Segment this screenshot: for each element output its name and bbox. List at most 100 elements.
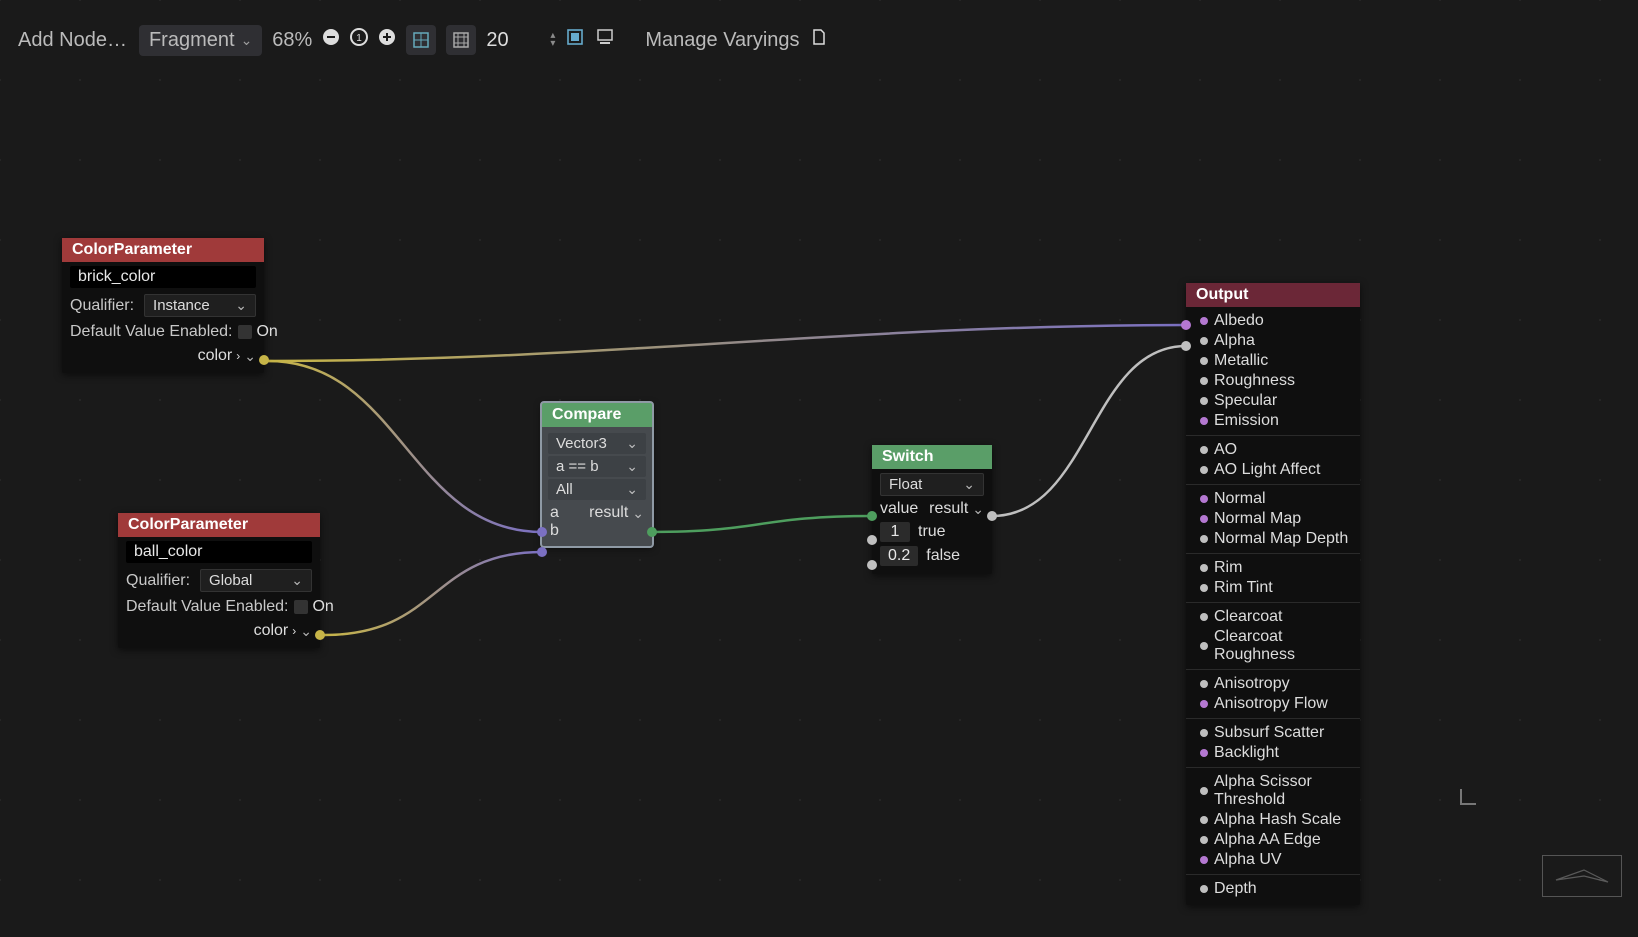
output-port-clearcoat-roughness[interactable]: Clearcoat Roughness bbox=[1200, 627, 1350, 665]
node-title[interactable]: ColorParameter bbox=[62, 238, 264, 262]
switch-type-select[interactable]: Float⌄ bbox=[880, 473, 984, 496]
output-port-normal-map-depth[interactable]: Normal Map Depth bbox=[1200, 529, 1350, 549]
port-a-in[interactable] bbox=[537, 527, 547, 537]
port-color-out[interactable] bbox=[315, 630, 325, 640]
port-dot-icon[interactable] bbox=[1200, 417, 1208, 425]
zoom-reset-icon[interactable]: 1 bbox=[350, 28, 368, 52]
port-dot-icon[interactable] bbox=[1200, 680, 1208, 688]
output-port-backlight[interactable]: Backlight bbox=[1200, 743, 1350, 763]
port-dot-icon[interactable] bbox=[1200, 397, 1208, 405]
output-port-normal[interactable]: Normal bbox=[1200, 489, 1350, 509]
compare-type-select[interactable]: Vector3⌄ bbox=[548, 433, 646, 454]
output-port-albedo[interactable]: Albedo bbox=[1200, 311, 1350, 331]
minimap-widget[interactable] bbox=[1542, 855, 1622, 897]
node-output[interactable]: Output AlbedoAlphaMetallicRoughnessSpecu… bbox=[1186, 283, 1360, 905]
node-compare[interactable]: Compare Vector3⌄ a == b⌄ All⌄ a result ⌄ bbox=[542, 403, 652, 546]
port-dot-icon[interactable] bbox=[1200, 584, 1208, 592]
snap-value-field[interactable] bbox=[486, 29, 546, 52]
output-port-anisotropy-flow[interactable]: Anisotropy Flow bbox=[1200, 694, 1350, 714]
output-port-specular[interactable]: Specular bbox=[1200, 391, 1350, 411]
output-port-normal-map[interactable]: Normal Map bbox=[1200, 509, 1350, 529]
snap-value-input[interactable]: ▴▾ bbox=[486, 29, 555, 52]
output-port-ao[interactable]: AO bbox=[1200, 440, 1350, 460]
output-port-alpha-scissor-threshold[interactable]: Alpha Scissor Threshold bbox=[1200, 772, 1350, 810]
port-dot-icon[interactable] bbox=[1200, 495, 1208, 503]
port-dot-icon[interactable] bbox=[1200, 729, 1208, 737]
true-value-field[interactable]: 1 bbox=[880, 522, 910, 542]
output-port-anisotropy[interactable]: Anisotropy bbox=[1200, 674, 1350, 694]
compare-cond-select[interactable]: All⌄ bbox=[548, 479, 646, 500]
port-dot-icon[interactable] bbox=[1200, 749, 1208, 757]
manage-varyings-button[interactable]: Manage Varyings bbox=[645, 29, 799, 52]
stepper-arrows-icon[interactable]: ▴▾ bbox=[550, 32, 555, 48]
port-b-in[interactable] bbox=[537, 547, 547, 557]
port-result-out[interactable] bbox=[987, 511, 997, 521]
port-dot-icon[interactable] bbox=[1200, 317, 1208, 325]
port-result-out[interactable] bbox=[647, 527, 657, 537]
param-name-field[interactable]: brick_color bbox=[70, 266, 256, 288]
output-port-ao-light-affect[interactable]: AO Light Affect bbox=[1200, 460, 1350, 480]
node-title[interactable]: ColorParameter bbox=[118, 513, 320, 537]
port-dot-icon[interactable] bbox=[1200, 856, 1208, 864]
port-dot-icon[interactable] bbox=[1200, 613, 1208, 621]
port-expand-icon[interactable]: ⌄ bbox=[244, 348, 256, 365]
port-dot-icon[interactable] bbox=[1200, 535, 1208, 543]
grid-snap-options[interactable] bbox=[446, 25, 476, 55]
port-dot-icon[interactable] bbox=[1200, 466, 1208, 474]
port-dot-icon[interactable] bbox=[1200, 377, 1208, 385]
node-title[interactable]: Compare bbox=[542, 403, 652, 427]
port-alpha-in[interactable] bbox=[1181, 341, 1191, 351]
zoom-out-icon[interactable] bbox=[322, 28, 340, 52]
add-node-button[interactable]: Add Node… bbox=[16, 29, 129, 52]
shader-stage-select[interactable]: Fragment ⌄ bbox=[139, 25, 262, 56]
zoom-in-icon[interactable] bbox=[378, 28, 396, 52]
file-icon[interactable] bbox=[810, 28, 828, 52]
node-title[interactable]: Switch bbox=[872, 445, 992, 469]
qualifier-select[interactable]: Global⌄ bbox=[200, 569, 312, 592]
param-name-field[interactable]: ball_color bbox=[126, 541, 312, 563]
default-enabled-checkbox[interactable] bbox=[294, 600, 308, 614]
port-dot-icon[interactable] bbox=[1200, 836, 1208, 844]
output-port-alpha-hash-scale[interactable]: Alpha Hash Scale bbox=[1200, 810, 1350, 830]
node-colorparameter-1[interactable]: ColorParameter brick_color Qualifier: In… bbox=[62, 238, 264, 373]
graph-canvas[interactable]: ColorParameter brick_color Qualifier: In… bbox=[0, 0, 1638, 937]
output-port-rim-tint[interactable]: Rim Tint bbox=[1200, 578, 1350, 598]
port-dot-icon[interactable] bbox=[1200, 357, 1208, 365]
port-false-in[interactable] bbox=[867, 560, 877, 570]
toggle-minimap-icon[interactable] bbox=[595, 27, 615, 53]
port-color-out[interactable] bbox=[259, 355, 269, 365]
output-port-alpha-uv[interactable]: Alpha UV bbox=[1200, 850, 1350, 870]
false-value-field[interactable]: 0.2 bbox=[880, 546, 918, 566]
output-port-emission[interactable]: Emission bbox=[1200, 411, 1350, 431]
node-title[interactable]: Output bbox=[1186, 283, 1360, 307]
port-dot-icon[interactable] bbox=[1200, 515, 1208, 523]
port-dot-icon[interactable] bbox=[1200, 816, 1208, 824]
port-dot-icon[interactable] bbox=[1200, 337, 1208, 345]
compare-op-select[interactable]: a == b⌄ bbox=[548, 456, 646, 477]
toggle-preview-icon[interactable] bbox=[565, 27, 585, 53]
port-expand-icon[interactable]: ⌄ bbox=[972, 501, 984, 518]
port-dot-icon[interactable] bbox=[1200, 642, 1208, 650]
port-value-in[interactable] bbox=[867, 511, 877, 521]
output-port-depth[interactable]: Depth bbox=[1200, 879, 1350, 899]
port-true-in[interactable] bbox=[867, 535, 877, 545]
port-albedo-in[interactable] bbox=[1181, 320, 1191, 330]
port-dot-icon[interactable] bbox=[1200, 700, 1208, 708]
grid-snap-toggle[interactable] bbox=[406, 25, 436, 55]
node-colorparameter-2[interactable]: ColorParameter ball_color Qualifier: Glo… bbox=[118, 513, 320, 648]
output-port-metallic[interactable]: Metallic bbox=[1200, 351, 1350, 371]
port-dot-icon[interactable] bbox=[1200, 564, 1208, 572]
output-port-subsurf-scatter[interactable]: Subsurf Scatter bbox=[1200, 723, 1350, 743]
output-port-clearcoat[interactable]: Clearcoat bbox=[1200, 607, 1350, 627]
port-expand-icon[interactable]: ⌄ bbox=[632, 505, 644, 522]
port-dot-icon[interactable] bbox=[1200, 885, 1208, 893]
port-dot-icon[interactable] bbox=[1200, 446, 1208, 454]
output-port-alpha-aa-edge[interactable]: Alpha AA Edge bbox=[1200, 830, 1350, 850]
default-enabled-checkbox[interactable] bbox=[238, 325, 252, 339]
node-switch[interactable]: Switch Float⌄ value result ⌄ 1 true 0.2 … bbox=[872, 445, 992, 574]
port-expand-icon[interactable]: ⌄ bbox=[300, 623, 312, 640]
qualifier-select[interactable]: Instance⌄ bbox=[144, 294, 256, 317]
port-dot-icon[interactable] bbox=[1200, 787, 1208, 795]
output-port-rim[interactable]: Rim bbox=[1200, 558, 1350, 578]
output-port-roughness[interactable]: Roughness bbox=[1200, 371, 1350, 391]
